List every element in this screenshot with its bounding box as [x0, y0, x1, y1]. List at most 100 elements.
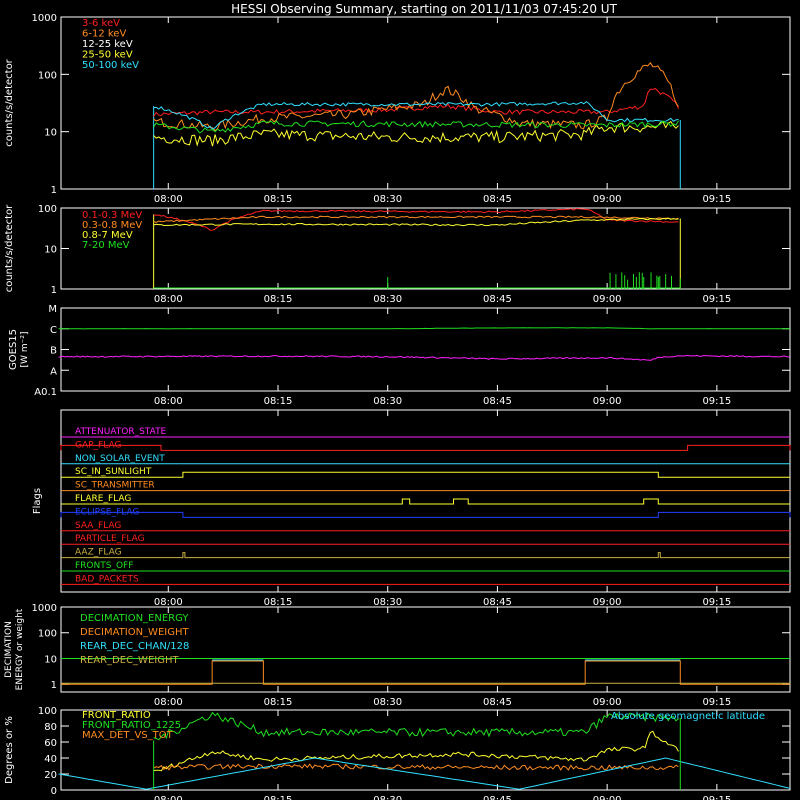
y-tick-label: 80 [44, 722, 57, 733]
series-line [153, 711, 679, 741]
flag-label: ATTENUATOR_STATE [75, 427, 167, 437]
y-tick-label: A0.1 [34, 387, 57, 398]
panel-frame [60, 307, 791, 392]
time-tick-label: 08:15 [264, 597, 293, 608]
panel-flags: 08:00 08:15 08:30 08:45 09:00 09:15 Flags ATTEN… [32, 409, 791, 608]
legend-entry: 3-6 keV [82, 18, 120, 29]
y-axis-label-2: ENERGY or weight [15, 608, 25, 690]
y-tick-label: M [48, 304, 57, 315]
series-line [58, 327, 791, 330]
time-tick-label: 08:45 [483, 697, 512, 708]
y-axis-label: counts/s/detector [4, 58, 15, 146]
flag-line [61, 471, 790, 478]
legend-entry: FRONT_RATIO_1225 [82, 720, 181, 731]
time-tick-label: 09:15 [702, 697, 731, 708]
y-tick-label: 1 [51, 185, 57, 196]
flag-line [60, 511, 791, 518]
series-line [153, 101, 679, 130]
time-tick-label: 09:00 [593, 697, 622, 708]
legend-entry: 50-100 keV [82, 60, 139, 71]
flag-line [61, 552, 790, 559]
time-tick-label: 08:00 [154, 396, 183, 407]
time-tick-label: 08:00 [154, 294, 183, 305]
flag-label: SAA_FLAG [75, 521, 121, 531]
flag-label: FRONTS_OFF [75, 561, 133, 571]
legend-entry: REAR_DEC_CHAN/128 [80, 641, 189, 652]
y-tick-label: 100 [38, 629, 57, 640]
flag-label: GAP_FLAG [75, 440, 121, 450]
panel-frame [60, 709, 791, 791]
flag-label: SC_IN_SUNLIGHT [75, 467, 152, 477]
legend-entry: 25-50 keV [82, 50, 133, 61]
time-tick-label: 08:30 [373, 396, 402, 407]
series-line [153, 215, 679, 223]
panel-decimation: 08:00 08:15 08:30 08:45 09:00 09:15 1 10 100 1000… [4, 603, 791, 708]
y-axis-label: Degrees or % [4, 716, 15, 784]
time-tick-label: 08:45 [483, 194, 512, 205]
time-tick-label: 09:15 [702, 396, 731, 407]
y-tick-label: 100 [38, 706, 57, 717]
time-tick-label: 08:30 [373, 597, 402, 608]
y-axis-label: DECIMATION [4, 621, 14, 678]
panel-ratios: 08:00 08:15 08:30 08:45 09:00 09:15 0 20 40 60 80 1… [4, 706, 791, 800]
time-tick-label: 08:15 [264, 294, 293, 305]
time-tick-label: 08:45 [483, 294, 512, 305]
series-line [58, 354, 790, 361]
y-tick-label: 10 [44, 128, 57, 139]
time-tick-label: 08:45 [483, 795, 512, 800]
legend-entry: 0.3-0.8 MeV [82, 220, 142, 231]
y-tick-label: 1000 [32, 603, 57, 614]
legend-entry: 6-12 keV [82, 29, 126, 40]
legend-entry: DECIMATION_WEIGHT [80, 627, 189, 638]
time-tick-label: 08:30 [373, 697, 402, 708]
series-line [153, 61, 679, 132]
y-tick-label: 1 [51, 680, 57, 691]
plot-title: HESSI Observing Summary, starting on 201… [231, 2, 617, 16]
y-tick-label: 10 [44, 654, 57, 665]
panel-count_rates_low: 08:00 08:15 08:30 08:45 09:00 09:15 1 10 100 1000… [4, 13, 791, 205]
panel-frame [60, 16, 791, 190]
time-tick-label: 08:15 [264, 194, 293, 205]
flag-label: PARTICLE_FLAG [75, 534, 145, 544]
time-tick-label: 09:00 [593, 597, 622, 608]
time-tick-label: 08:00 [154, 597, 183, 608]
series-line [58, 757, 791, 790]
time-tick-label: 08:00 [154, 194, 183, 205]
y-axis-label: GOES15 [8, 329, 19, 370]
time-tick-label: 08:15 [264, 396, 293, 407]
flag-label: NON_SOLAR_EVENT [75, 454, 165, 464]
legend-entry: 0.1-0.3 MeV [82, 210, 142, 221]
legend-entry: FRONT_RATIO [82, 710, 151, 721]
time-tick-label: 09:15 [702, 194, 731, 205]
legend-entry: 12-25 keV [82, 39, 133, 50]
series-line [153, 208, 679, 231]
y-axis-label: counts/s/detector [4, 204, 15, 292]
y-tick-label: 0 [51, 786, 57, 797]
panel-frame [60, 409, 791, 593]
series-line [153, 763, 679, 771]
y-tick-label: 20 [44, 770, 57, 781]
flag-label: AAZ_FLAG [75, 548, 122, 558]
series-line [153, 217, 679, 227]
y-axis-label: Flags [32, 488, 43, 514]
time-tick-label: 08:30 [373, 194, 402, 205]
y-axis-units: [W m⁻²] [20, 332, 30, 368]
time-tick-label: 08:00 [154, 697, 183, 708]
y-tick-label: 1 [51, 285, 57, 296]
flag-line [61, 498, 790, 505]
time-tick-label: 08:45 [483, 396, 512, 407]
legend-entry: REAR_DEC_WEIGHT [80, 655, 179, 666]
time-tick-label: 08:30 [373, 294, 402, 305]
time-tick-label: 09:15 [702, 597, 731, 608]
flag-label: BAD_PACKETS [75, 574, 139, 584]
time-tick-label: 09:00 [593, 194, 622, 205]
flag-label: ECLIPSE_FLAG [75, 507, 139, 517]
legend-entry: 0.8-7 MeV [82, 230, 133, 241]
y-tick-label: 1000 [32, 13, 57, 24]
y-tick-label: C [50, 325, 57, 336]
legend-entry: DECIMATION_ENERGY [80, 613, 189, 624]
y-tick-label: B [50, 346, 57, 357]
y-tick-label: 60 [44, 738, 57, 749]
panel-count_rates_high: 08:00 08:15 08:30 08:45 09:00 09:15 1 10 100 coun… [4, 204, 791, 305]
